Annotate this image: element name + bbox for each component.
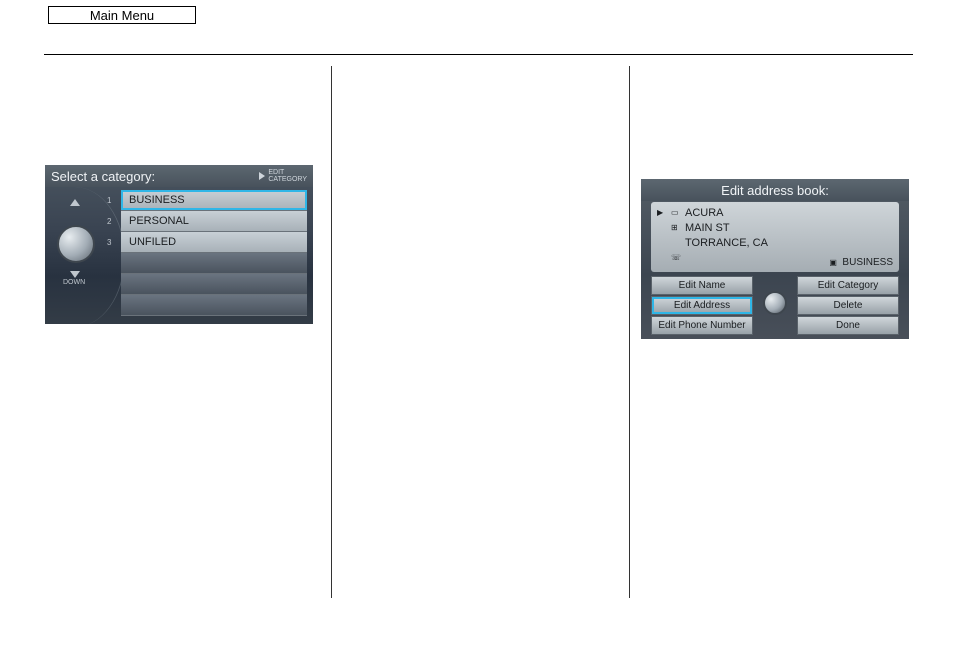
category-row-empty-2	[121, 274, 307, 295]
row-number-2: 2	[107, 211, 111, 232]
edit-address-button[interactable]: Edit Address	[651, 296, 753, 315]
location-icon: ⊞	[671, 223, 681, 232]
center-knob[interactable]	[763, 291, 787, 315]
address-info-panel: ▶ ▭ ACURA ⊞ MAIN ST TORRANCE, CA ☏ ▣ BUS…	[651, 202, 899, 272]
main-menu-label: Main Menu	[90, 8, 154, 23]
category-row-unfiled[interactable]: UNFILED	[121, 232, 307, 253]
edit-phone-button[interactable]: Edit Phone Number	[651, 316, 753, 335]
edit-category-label: EDITCATEGORY	[268, 169, 307, 183]
edit-category-button[interactable]: Edit Category	[797, 276, 899, 295]
spacer	[657, 253, 667, 262]
category-screen: Select a category: EDITCATEGORY DOWN 1 2…	[45, 165, 313, 324]
category-title: Select a category:	[51, 169, 155, 184]
category-icon: ▣	[829, 258, 839, 267]
info-street-line: ⊞ MAIN ST	[657, 220, 893, 235]
up-arrow-icon	[70, 199, 80, 206]
edit-buttons: Edit Name Edit Category Edit Address Del…	[651, 276, 899, 336]
done-button[interactable]: Done	[797, 316, 899, 335]
down-label: DOWN	[63, 279, 85, 286]
column-separator-1	[331, 66, 332, 598]
edit-address-title: Edit address book:	[641, 179, 909, 201]
category-row-business[interactable]: BUSINESS	[121, 190, 307, 211]
doc-icon: ▭	[671, 208, 681, 217]
info-city-line: TORRANCE, CA	[657, 235, 893, 250]
play-icon: ▶	[657, 208, 667, 217]
row-number-1: 1	[107, 190, 111, 211]
row-numbers: 1 2 3	[107, 190, 111, 253]
edit-name-button[interactable]: Edit Name	[651, 276, 753, 295]
spacer	[657, 238, 667, 247]
down-arrow-icon	[70, 271, 80, 278]
category-row-empty-3	[121, 295, 307, 316]
phone-icon: ☏	[671, 253, 681, 262]
info-category: ▣ BUSINESS	[829, 257, 893, 268]
play-icon	[259, 172, 265, 180]
category-titlebar: Select a category: EDITCATEGORY	[45, 165, 313, 187]
info-name: ACURA	[685, 207, 724, 219]
row-number-3: 3	[107, 232, 111, 253]
info-name-line: ▶ ▭ ACURA	[657, 205, 893, 220]
edit-address-screen: Edit address book: ▶ ▭ ACURA ⊞ MAIN ST T…	[641, 179, 909, 339]
spacer	[671, 238, 681, 247]
category-list: BUSINESS PERSONAL UNFILED	[121, 190, 307, 316]
column-separator-2	[629, 66, 630, 598]
delete-button[interactable]: Delete	[797, 296, 899, 315]
category-row-personal[interactable]: PERSONAL	[121, 211, 307, 232]
main-menu-box: Main Menu	[48, 6, 196, 24]
info-street: MAIN ST	[685, 222, 730, 234]
header-divider	[44, 54, 913, 55]
dial-knob[interactable]	[57, 225, 95, 263]
info-city: TORRANCE, CA	[685, 237, 768, 249]
edit-category-button[interactable]: EDITCATEGORY	[259, 169, 307, 183]
category-row-empty-1	[121, 253, 307, 274]
spacer	[657, 223, 667, 232]
dial-control[interactable]: DOWN	[47, 213, 105, 291]
